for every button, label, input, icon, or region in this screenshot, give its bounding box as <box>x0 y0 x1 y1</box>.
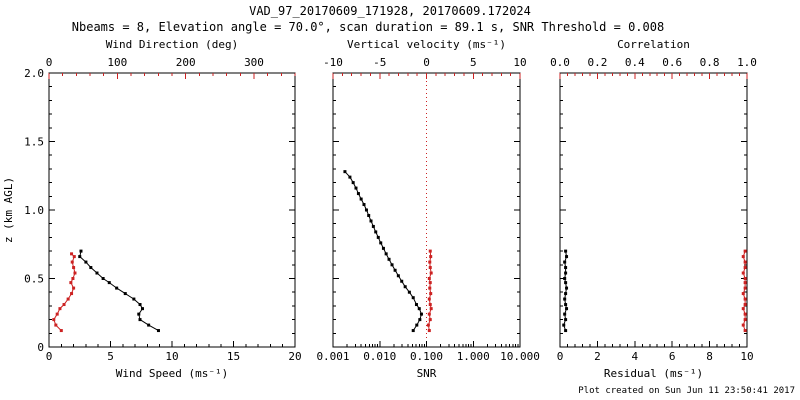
ticks <box>48 72 296 348</box>
bottom-tick-label: 0.010 <box>363 350 396 363</box>
ticks <box>332 72 521 348</box>
top-tick-label: 1.0 <box>737 56 757 69</box>
top-tick-label: -5 <box>373 56 386 69</box>
bottom-tick-label: 8 <box>706 350 713 363</box>
wind_direction-markers <box>52 252 77 333</box>
snr-panel: 0.001 0.010 0.100 1.000 10.000 -10 -5 0 5 10 SNR Ve… <box>316 38 539 380</box>
vertical_velocity-line <box>427 251 432 331</box>
wind_speed-markers <box>78 249 160 333</box>
bottom-axis-label: SNR <box>417 367 437 380</box>
wind_speed-line <box>79 250 159 332</box>
top-tick-label: 0.0 <box>550 56 570 69</box>
bottom-tick-label: 15 <box>227 350 240 363</box>
top-tick-label: 10 <box>513 56 526 69</box>
bottom-tick-label: 0 <box>557 350 564 363</box>
bottom-tick-label: 0.100 <box>410 350 443 363</box>
bottom-axis-label: Residual (ms⁻¹) <box>604 367 703 380</box>
top-tick-label: 300 <box>244 56 264 69</box>
top-tick-label: 100 <box>107 56 127 69</box>
bottom-tick-label: 0 <box>46 350 53 363</box>
bottom-tick-label: 5 <box>107 350 114 363</box>
top-axis-label: Vertical velocity (ms⁻¹) <box>347 38 506 51</box>
residual-line <box>563 251 568 331</box>
top-tick-label: 0.2 <box>587 56 607 69</box>
top-tick-label: 0 <box>46 56 53 69</box>
bottom-tick-label: 0.001 <box>316 350 349 363</box>
bottom-tick-label: 6 <box>669 350 676 363</box>
residual-markers <box>562 249 569 333</box>
wind_direction-line <box>53 253 76 331</box>
y-axis-label: z (km AGL) <box>2 177 15 243</box>
y-tick-label: 1.0 <box>24 204 44 217</box>
plot-subtitle: Nbeams = 8, Elevation angle = 70.0°, sca… <box>72 20 664 34</box>
top-axis-label: Correlation <box>617 38 690 51</box>
bottom-tick-label: 2 <box>594 350 601 363</box>
top-tick-label: -10 <box>323 56 343 69</box>
bottom-tick-label: 20 <box>288 350 301 363</box>
y-tick-label: 2.0 <box>24 67 44 80</box>
top-tick-label: 200 <box>176 56 196 69</box>
bottom-tick-label: 4 <box>631 350 638 363</box>
snr-markers <box>343 170 423 333</box>
plot-title: VAD_97_20170609_171928, 20170609.172024 <box>249 4 531 18</box>
top-tick-label: 5 <box>470 56 477 69</box>
top-tick-label: 0.8 <box>700 56 720 69</box>
bottom-axis-label: Wind Speed (ms⁻¹) <box>116 367 229 380</box>
correlation-markers <box>741 249 747 333</box>
plot-footer: Plot created on Sun Jun 11 23:50:41 2017 <box>578 386 795 396</box>
y-tick-label: 1.5 <box>24 136 44 149</box>
vertical_velocity-markers <box>426 249 433 333</box>
bottom-tick-label: 10 <box>740 350 753 363</box>
top-tick-label: 0 <box>423 56 430 69</box>
bottom-tick-label: 10 <box>165 350 178 363</box>
correlation-line <box>742 250 746 331</box>
y-tick-label: 0.5 <box>24 273 44 286</box>
bottom-tick-label: 1.000 <box>457 350 490 363</box>
residual-panel: 0 2 4 6 8 10 0.0 0.2 0.4 0.6 0.8 1.0 Residual (ms⁻¹)… <box>550 38 757 380</box>
bottom-tick-label: 10.000 <box>500 350 540 363</box>
top-tick-label: 0.6 <box>662 56 682 69</box>
top-axis-label: Wind Direction (deg) <box>106 38 238 51</box>
top-tick-label: 0.4 <box>625 56 645 69</box>
y-tick-label: 0 <box>37 341 44 354</box>
